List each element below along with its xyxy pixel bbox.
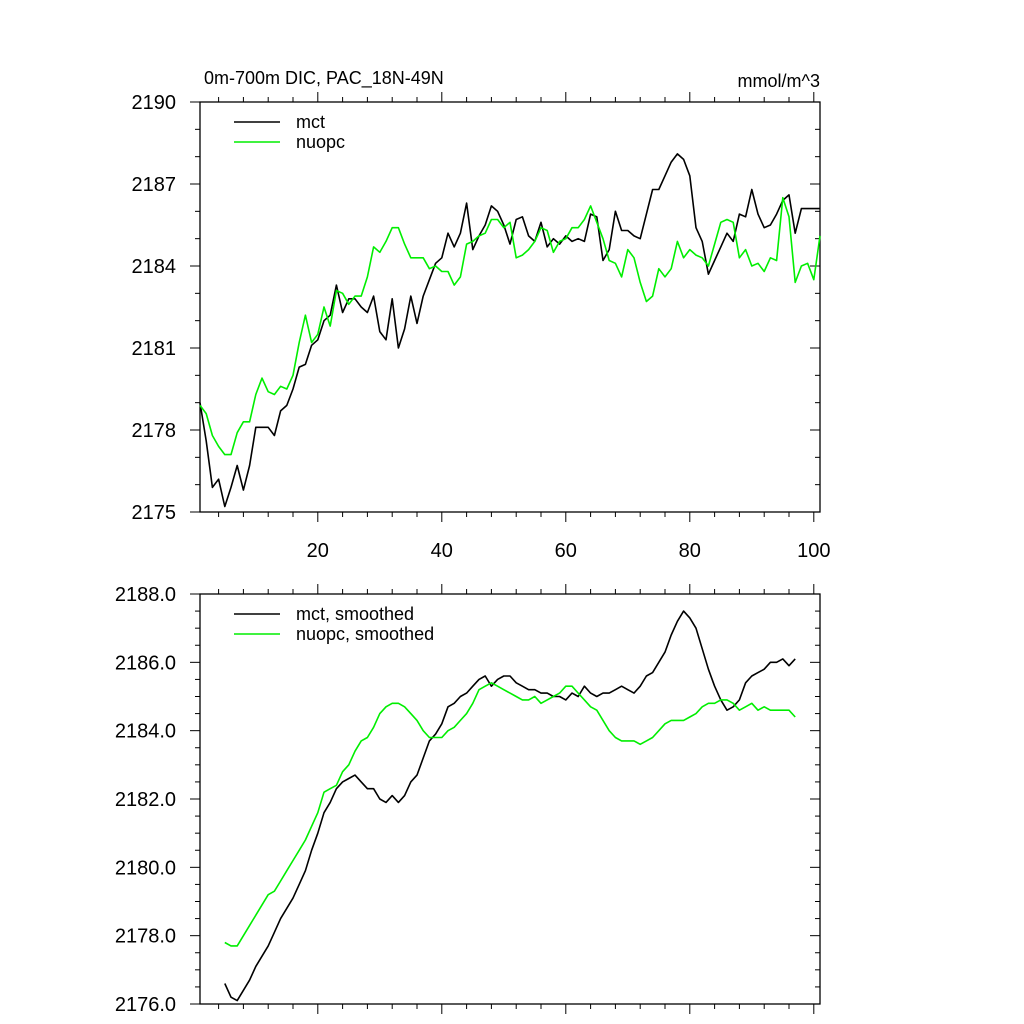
x-tick-label: 60	[555, 540, 577, 562]
x-tick-label: 20	[307, 540, 329, 562]
y-tick-label: 2178.0	[115, 926, 176, 948]
plot-frame-top	[199, 101, 821, 513]
series-line-nuopc	[224, 681, 796, 947]
legend-label: nuopc, smoothed	[296, 624, 434, 644]
chart-panel-top: 0m-700m DIC, PAC_18N-49N mmol/m^3 217521…	[132, 68, 831, 562]
plot-frame-bottom	[199, 593, 821, 1005]
y-tick-label: 2175	[132, 502, 177, 524]
series-bottom	[224, 610, 796, 1002]
y-tick-label: 2184.0	[115, 721, 176, 743]
y-tick-label: 2180.0	[115, 857, 176, 879]
axes-top: 2175 2178 2181 2184 2187 2190 20 40 60 80 100	[132, 92, 830, 562]
series-line-mct	[199, 153, 820, 508]
series-top	[199, 153, 821, 508]
y-tick-label: 2182.0	[115, 789, 176, 811]
x-tick-label: 80	[679, 540, 701, 562]
y-tick-label: 2187	[132, 174, 177, 196]
axes-bottom: 2176.0 2178.0 2180.0 2182.0 2184.0 2186.0 2188…	[115, 584, 820, 1016]
x-tick-label: 100	[797, 540, 830, 562]
y-tick-label: 2186.0	[115, 652, 176, 674]
chart-panel-bottom: 2176.0 2178.0 2180.0 2182.0 2184.0 2186.0 2188…	[115, 584, 821, 1016]
y-tick-label: 2178	[132, 420, 177, 442]
chart-units: mmol/m^3	[738, 71, 820, 91]
legend-label: mct, smoothed	[296, 604, 414, 624]
series-line-nuopc	[199, 196, 821, 456]
legend-label: nuopc	[296, 132, 345, 152]
y-tick-label: 2176.0	[115, 994, 176, 1016]
x-tick-label: 40	[431, 540, 453, 562]
y-tick-label: 2190	[132, 92, 177, 114]
series-line-mct	[224, 610, 796, 1002]
legend-label: mct	[296, 112, 325, 132]
y-tick-label: 2181	[132, 338, 177, 360]
y-tick-label: 2188.0	[115, 584, 176, 606]
y-tick-label: 2184	[132, 256, 177, 278]
chart-title: 0m-700m DIC, PAC_18N-49N	[204, 68, 444, 89]
